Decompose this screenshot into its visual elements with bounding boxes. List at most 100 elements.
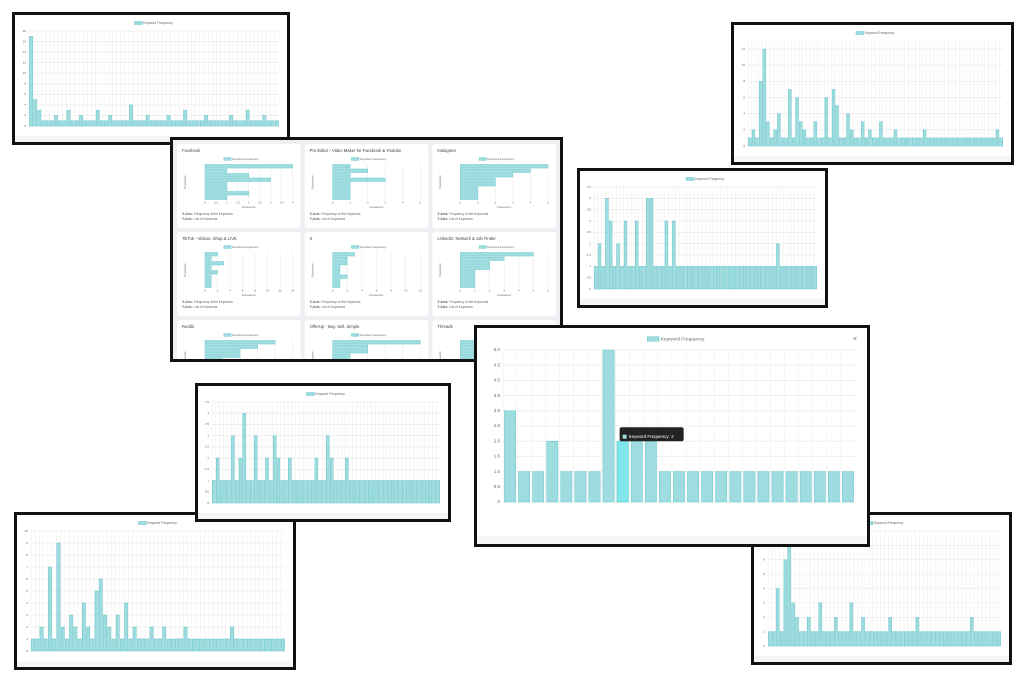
- x-tick-label: 1: [474, 289, 476, 293]
- bar: [879, 121, 883, 147]
- bar: [39, 626, 44, 652]
- x-tick-label: 2: [248, 201, 250, 205]
- bar: [217, 638, 222, 652]
- bar: [930, 137, 934, 147]
- bar: [137, 120, 142, 127]
- bar: [783, 559, 788, 647]
- bar: [154, 120, 159, 127]
- y-tick-label: 0.5: [494, 484, 501, 489]
- bar: [460, 279, 476, 284]
- bar: [332, 279, 341, 284]
- bar: [375, 480, 380, 504]
- note: List of Keywords: [449, 217, 473, 221]
- bar: [657, 266, 661, 290]
- bar: [332, 270, 341, 275]
- bar: [50, 120, 54, 127]
- bar: [332, 353, 351, 358]
- bar: [200, 120, 204, 127]
- bar: [787, 545, 792, 647]
- bar: [769, 137, 774, 147]
- bar: [107, 626, 112, 652]
- bar: [137, 638, 141, 652]
- bar: [204, 349, 241, 354]
- bar: [842, 137, 847, 147]
- bar: [33, 99, 38, 127]
- y-tick-label: 5: [763, 572, 765, 576]
- card-title: TikTok - Videos, Shop & LIVE: [182, 236, 237, 241]
- bar: [886, 137, 890, 147]
- bar: [966, 137, 971, 147]
- x-tick-label: 4: [518, 289, 520, 293]
- screenshot: Keyword Frequency 0 2 4 6 8 10 12: [731, 22, 1014, 165]
- bar: [912, 137, 916, 147]
- y-tick-label: 0.5: [587, 275, 592, 279]
- bar: [45, 120, 50, 127]
- bar: [253, 435, 258, 504]
- x-tick-label: 14: [291, 289, 295, 293]
- note-label: Y-Axis:: [437, 305, 448, 309]
- note-label: Y-Axis:: [182, 305, 193, 309]
- bar: [332, 164, 351, 169]
- bar: [245, 109, 250, 127]
- y-tick-label: 2.0: [494, 438, 501, 443]
- bar: [204, 340, 276, 345]
- zoomed-screenshot: Keyword Frequency 0 0.5 1.0 1.5 2.0 2.5 3.0 3.5 4…: [474, 325, 870, 547]
- bar: [460, 168, 531, 173]
- bar: [158, 120, 163, 127]
- bar: [748, 137, 752, 147]
- bar: [896, 631, 900, 647]
- bar: [775, 588, 780, 647]
- bar: [367, 480, 372, 504]
- bar: [261, 480, 266, 504]
- bar: [242, 412, 247, 504]
- y-tick-label: 3.5: [205, 422, 210, 426]
- x-tick-label: 4: [229, 289, 231, 293]
- bar: [941, 137, 945, 147]
- bar: [360, 480, 364, 504]
- bar: [897, 137, 901, 147]
- bar: [915, 137, 920, 147]
- bar: [729, 471, 742, 503]
- bar: [955, 137, 960, 147]
- bar: [132, 626, 137, 652]
- bar: [204, 353, 241, 358]
- y-axis-title: Keywords: [183, 175, 187, 189]
- bar: [128, 638, 133, 652]
- bar: [992, 137, 996, 147]
- card-title: OfferUp - Buy. Sell. Simple.: [310, 324, 361, 329]
- bar: [179, 120, 184, 127]
- footer: [734, 156, 1011, 162]
- y-tick-label: 0: [497, 499, 500, 504]
- chart: Keyword Frequency 0 0.5 1.0 1.5 2.0 2.5 3.0 3.5 4…: [477, 336, 867, 544]
- y-tick-label: 10: [742, 63, 746, 67]
- y-axis-title: Keywords: [438, 351, 442, 359]
- bar: [204, 252, 218, 257]
- bar: [233, 120, 238, 127]
- bar: [638, 266, 643, 290]
- bar: [170, 120, 175, 127]
- bar: [802, 129, 807, 147]
- bar: [73, 626, 78, 652]
- note: List of Keywords: [322, 217, 346, 221]
- x-tick-label: 5: [420, 201, 422, 205]
- bar: [204, 182, 228, 187]
- x-tick-label: 12: [279, 289, 283, 293]
- bar: [612, 266, 617, 290]
- bar: [91, 120, 96, 127]
- x-tick-label: 0: [204, 201, 206, 205]
- bar: [145, 638, 150, 652]
- bar: [751, 129, 756, 147]
- bar: [230, 626, 235, 652]
- bar: [709, 266, 713, 290]
- bar: [87, 120, 92, 127]
- y-axis-title: Keywords: [183, 351, 187, 359]
- bar: [58, 120, 63, 127]
- x-tick-label: 0: [460, 289, 462, 293]
- y-tick-label: 5.0: [494, 347, 501, 352]
- y-tick-label: 10: [23, 71, 27, 75]
- y-tick-label: 1: [207, 478, 209, 482]
- bar: [116, 120, 121, 127]
- bar: [664, 220, 669, 290]
- bar: [944, 137, 949, 147]
- bar: [295, 480, 300, 504]
